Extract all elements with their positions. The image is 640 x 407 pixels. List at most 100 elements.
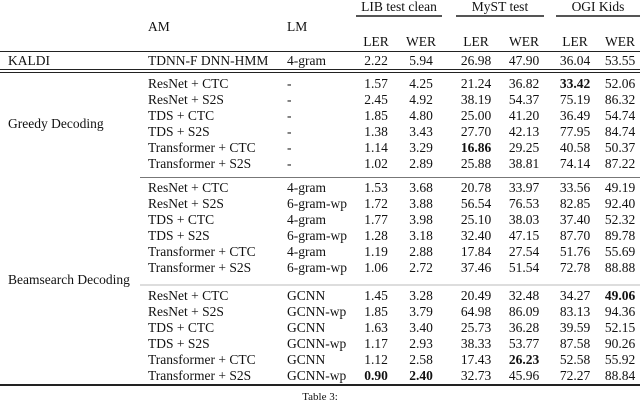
column-header: LER xyxy=(562,34,588,49)
value-cell: 2.93 xyxy=(409,336,433,351)
lm-cell: GCNN xyxy=(287,352,326,367)
value-cell: 52.15 xyxy=(604,320,636,335)
value-cell: 33.97 xyxy=(508,180,540,195)
value-cell: 75.19 xyxy=(559,92,591,107)
value-cell: 72.27 xyxy=(559,368,591,383)
value-cell: 1.57 xyxy=(364,76,388,91)
value-cell: 3.28 xyxy=(409,288,433,303)
am-cell: TDS + CTC xyxy=(148,108,215,123)
group-underline xyxy=(456,15,544,17)
value-cell: 94.36 xyxy=(604,304,636,319)
value-cell: 2.89 xyxy=(409,156,433,171)
value-cell: 87.22 xyxy=(604,156,636,171)
value-cell: 1.45 xyxy=(364,288,388,303)
value-cell: 39.59 xyxy=(559,320,591,335)
value-cell: 21.24 xyxy=(460,76,492,91)
value-cell: 3.43 xyxy=(409,124,433,139)
value-cell: 3.18 xyxy=(409,228,433,243)
am-cell: Transformer + CTC xyxy=(148,140,256,155)
value-cell: 1.19 xyxy=(364,244,388,259)
value-cell: 32.73 xyxy=(460,368,492,383)
value-cell: 47.15 xyxy=(508,228,540,243)
bottom-rule xyxy=(0,384,640,386)
value-cell: 1.14 xyxy=(364,140,388,155)
value-cell: 33.56 xyxy=(559,180,591,195)
lm-cell: - xyxy=(287,92,292,107)
double-rule xyxy=(0,69,640,70)
am-header: AM xyxy=(148,19,170,34)
value-cell: 2.45 xyxy=(364,92,388,107)
value-cell: 1.12 xyxy=(364,352,388,367)
column-header: WER xyxy=(406,34,436,49)
value-cell: 3.29 xyxy=(409,140,433,155)
value-cell: 2.58 xyxy=(409,352,433,367)
value-cell: 88.88 xyxy=(604,260,636,275)
value-cell: 52.32 xyxy=(604,212,636,227)
value-cell: 1.85 xyxy=(364,304,388,319)
value-cell: 3.40 xyxy=(409,320,433,335)
lm-cell: 4-gram xyxy=(287,53,326,68)
value-cell: 55.69 xyxy=(604,244,636,259)
column-header: WER xyxy=(605,34,635,49)
lm-cell: GCNN xyxy=(287,288,326,303)
value-cell: 49.06 xyxy=(604,288,636,303)
group-header: LIB test clean xyxy=(361,0,437,14)
value-cell: 2.72 xyxy=(409,260,433,275)
value-cell: 26.98 xyxy=(460,53,492,68)
am-cell: Transformer + CTC xyxy=(148,244,256,259)
am-cell: TDNN-F DNN-HMM xyxy=(148,53,269,68)
value-cell: 84.74 xyxy=(604,124,636,139)
value-cell: 1.63 xyxy=(364,320,388,335)
value-cell: 51.54 xyxy=(508,260,540,275)
value-cell: 36.04 xyxy=(559,53,591,68)
value-cell: 74.14 xyxy=(559,156,591,171)
value-cell: 1.38 xyxy=(364,124,388,139)
value-cell: 26.23 xyxy=(508,352,540,367)
value-cell: 36.28 xyxy=(508,320,540,335)
value-cell: 37.46 xyxy=(460,260,492,275)
lm-header: LM xyxy=(287,19,308,34)
value-cell: 20.49 xyxy=(460,288,492,303)
value-cell: 2.22 xyxy=(364,53,388,68)
value-cell: 47.90 xyxy=(508,53,540,68)
value-cell: 1.77 xyxy=(364,212,388,227)
lm-cell: 4-gram xyxy=(287,212,326,227)
group-underline xyxy=(356,15,442,17)
value-cell: 54.74 xyxy=(604,108,636,123)
value-cell: 2.88 xyxy=(409,244,433,259)
value-cell: 86.32 xyxy=(604,92,636,107)
group-header: OGI Kids xyxy=(571,0,625,14)
value-cell: 90.26 xyxy=(604,336,636,351)
value-cell: 20.78 xyxy=(460,180,492,195)
value-cell: 50.37 xyxy=(604,140,636,155)
column-header: LER xyxy=(363,34,389,49)
value-cell: 29.25 xyxy=(508,140,540,155)
value-cell: 40.58 xyxy=(559,140,591,155)
lm-cell: 6-gram-wp xyxy=(287,228,347,243)
value-cell: 38.81 xyxy=(508,156,540,171)
value-cell: 1.02 xyxy=(364,156,388,171)
value-cell: 53.77 xyxy=(508,336,540,351)
lm-cell: GCNN-wp xyxy=(287,336,347,351)
value-cell: 32.48 xyxy=(508,288,540,303)
table-caption: Table 3: xyxy=(302,391,338,403)
value-cell: 25.73 xyxy=(460,320,492,335)
value-cell: 33.42 xyxy=(559,76,591,91)
section-rule xyxy=(140,177,640,178)
am-cell: TDS + S2S xyxy=(148,124,210,139)
value-cell: 38.33 xyxy=(460,336,492,351)
value-cell: 83.13 xyxy=(559,304,591,319)
value-cell: 88.84 xyxy=(604,368,636,383)
am-cell: ResNet + S2S xyxy=(148,196,224,211)
value-cell: 51.76 xyxy=(559,244,591,259)
value-cell: 3.88 xyxy=(409,196,433,211)
lm-cell: GCNN xyxy=(287,320,326,335)
lm-cell: 4-gram xyxy=(287,180,326,195)
am-cell: TDS + CTC xyxy=(148,212,215,227)
value-cell: 17.84 xyxy=(460,244,492,259)
am-cell: ResNet + S2S xyxy=(148,304,224,319)
value-cell: 36.49 xyxy=(559,108,591,123)
value-cell: 42.13 xyxy=(508,124,540,139)
value-cell: 27.70 xyxy=(460,124,492,139)
value-cell: 37.40 xyxy=(559,212,591,227)
